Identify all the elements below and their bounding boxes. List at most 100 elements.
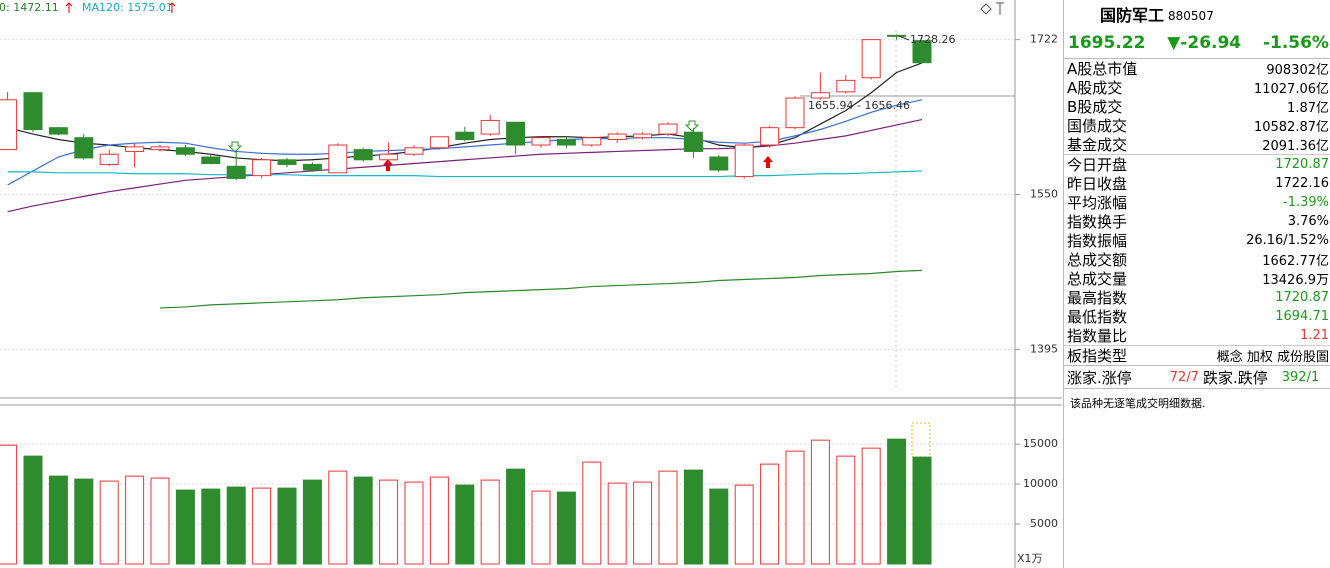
stat-row: 最低指数 1694.71 [1064,307,1330,326]
stat-label: 最高指数 [1067,289,1128,307]
note: 该品种无逐笔成交明细数据. [1070,397,1206,410]
volume-bar [607,482,627,565]
stat-row: A股成交 11027.06亿 [1064,78,1330,97]
price-chart: 1722 1550 1395 50: 1472.11 MA120: 1575.01 165… [0,0,1062,400]
candle-body [785,97,805,129]
stat-row: 总成交额 1662.77亿 [1064,250,1330,269]
icon [980,3,992,15]
y-tick-label: 10000 [1023,477,1058,490]
unit-label: X1万 [1017,552,1043,565]
annotation: 1655.94 - 1656.46 [808,99,910,112]
volume-bar [252,487,272,565]
volume-bar [734,484,754,565]
forecast-box [911,422,931,458]
volume-bar [582,461,602,565]
volume-bar [633,481,653,565]
candle-body [175,147,195,155]
volume-bar [810,439,830,565]
down-value: 392/1 [1281,369,1320,385]
stat-row: A股总市值 908302亿 [1064,59,1330,78]
y-tick-label: 1550 [1030,188,1058,201]
volume-bar [328,470,348,565]
candle-body [607,133,627,141]
stat-label: 指数换手 [1067,213,1128,231]
volume-bar [506,468,526,565]
stat-row: 最高指数 1720.87 [1064,288,1330,307]
stat-label: 指数量比 [1067,327,1128,345]
down-label: 跌家.跌停 [1202,368,1268,387]
candle-body [150,146,170,151]
volume-bar [99,480,119,565]
stat-value: 1694.71 [1275,309,1329,324]
stat-value: 1720.87 [1275,157,1329,172]
volume-bar [379,479,399,565]
stat-label: B股成交 [1067,98,1123,116]
price: 1695.22 [1068,33,1146,53]
stat-row: 昨日收盘 1722.16 [1064,174,1330,193]
stat-value: 13426.9万 [1262,273,1329,288]
stat-label: 国债成交 [1067,117,1128,135]
volume-bar [556,491,576,565]
stat-value: 1.87亿 [1287,101,1329,116]
icon [996,2,1004,15]
legend-entry: MA120: 1575.01 [82,1,173,14]
y-tick-label: 5000 [1030,517,1058,530]
stat-value: 1662.77亿 [1262,254,1329,269]
volume-bar [836,455,856,565]
stat-row: 板指类型 概念 加权 成份股圄 [1064,346,1330,365]
volume-bar [74,478,94,565]
candle-body [252,159,272,177]
stat-row: B股成交 1.87亿 [1064,97,1330,116]
candle-body [683,131,703,152]
candle-body [226,165,246,179]
volume-bar [277,487,297,565]
candle-body [836,79,856,93]
volume-chart: 15000 10000 5000 X1万 [0,400,1062,568]
candle-body [480,119,500,135]
candle-body [379,153,399,161]
annotation: 1728.26 [910,33,956,46]
stat-value: 26.16/1.52% [1246,233,1329,248]
index-name: 国防军工 [1100,6,1165,25]
candle-body [455,131,475,141]
volume-bar [658,470,678,565]
candle-body [23,92,43,130]
stat-value: -1.39% [1283,195,1329,210]
volume-bar [125,475,145,565]
candle-body [302,163,322,171]
stat-row: 基金成交 2091.36亿 [1064,135,1330,155]
volume-bar [709,488,729,565]
volume-bar [226,486,246,565]
ma-line [159,269,923,309]
stat-label: 板指类型 [1067,347,1128,365]
volume-bar [150,477,170,565]
candle-body [531,137,551,146]
volume-bar [404,481,424,565]
sell-arrow [227,120,700,153]
candle-body [582,137,602,146]
candle-body [810,92,830,99]
candle-body [99,153,119,165]
stat-label: A股成交 [1067,79,1123,97]
volume-bar [429,476,449,565]
change: ▼-26.94 [1167,33,1242,53]
stat-label: 总成交量 [1067,270,1128,288]
volume-bar [912,456,932,565]
stat-label: 今日开盘 [1067,156,1128,174]
candle-body [912,40,932,64]
volume-bar [0,444,18,565]
ma-line [7,170,923,178]
ma-line [7,62,923,162]
candle-body [887,34,907,37]
stat-value: 1.21 [1300,328,1329,343]
candle-body [328,144,348,174]
volume-bar [201,488,221,565]
stat-row: 今日开盘 1720.87 [1064,155,1330,174]
candle-body [404,147,424,155]
volume-bar [48,475,68,565]
price-line: 1695.22 ▼-26.94 -1.56% [1064,28,1330,59]
stat-label: 基金成交 [1067,136,1128,154]
candle-body [734,144,754,178]
volume-bar [531,490,551,565]
